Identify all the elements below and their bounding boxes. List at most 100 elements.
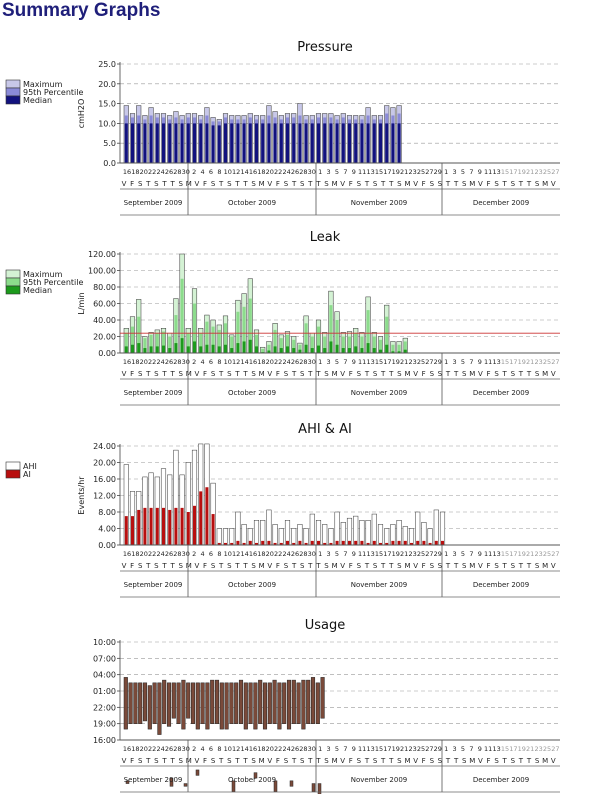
bar [335, 540, 339, 545]
x-tick-label: S [178, 757, 183, 765]
x-tick-label: T [145, 180, 151, 188]
x-tick-label: S [511, 180, 516, 188]
x-tick-label: S [227, 562, 232, 570]
bar [143, 348, 147, 353]
x-tick-label: 11 [484, 358, 492, 366]
x-tick-label: 15 [501, 745, 509, 753]
bar [341, 123, 345, 163]
x-tick-label: 28 [173, 745, 181, 753]
x-tick-label: 2 [192, 168, 196, 176]
x-tick-label: 7 [469, 550, 473, 558]
bar [391, 344, 395, 353]
bar [236, 123, 240, 163]
x-tick-label: V [413, 370, 418, 378]
legend-swatch [5, 87, 21, 97]
bar [267, 123, 271, 163]
x-tick-label: T [502, 370, 508, 378]
x-tick-label: 15 [375, 745, 383, 753]
month-label: September 2009 [124, 389, 183, 397]
x-tick-label: T [161, 757, 167, 765]
x-tick-label: 28 [299, 745, 307, 753]
bar [230, 348, 234, 353]
bar [168, 336, 172, 353]
x-tick-label: 23 [408, 168, 416, 176]
x-tick-label: S [397, 757, 402, 765]
chart-title: AHI & AI [298, 422, 352, 437]
usage-bar [123, 677, 128, 730]
x-tick-label: 5 [461, 168, 465, 176]
usage-bar [262, 682, 268, 730]
bar [391, 351, 395, 353]
x-tick-label: 13 [366, 168, 374, 176]
bar [131, 123, 134, 163]
bar [310, 336, 314, 353]
bar [168, 123, 172, 163]
bar [217, 346, 221, 353]
x-tick-label: 21 [526, 745, 534, 753]
x-tick-label: F [130, 370, 134, 378]
x-tick-label: V [195, 562, 200, 570]
bar [298, 123, 302, 163]
bar [415, 511, 421, 546]
x-tick-label: 6 [209, 550, 213, 558]
x-tick-label: V [267, 370, 272, 378]
x-tick-label: S [251, 757, 256, 765]
month-label: October 2009 [228, 199, 276, 207]
x-tick-label: 20 [266, 358, 274, 366]
x-tick-label: S [430, 562, 435, 570]
x-tick-label: S [511, 562, 516, 570]
x-tick-label: F [130, 562, 134, 570]
bar [354, 346, 358, 353]
usage-bar [306, 679, 311, 724]
x-tick-label: 30 [182, 358, 190, 366]
usage-bar [142, 682, 148, 722]
x-tick-label: 22 [148, 745, 156, 753]
x-tick-label: S [154, 370, 159, 378]
x-tick-label: 1 [444, 550, 448, 558]
bar [408, 528, 415, 546]
legend-swatch [5, 95, 21, 105]
chart-title: Usage [305, 618, 346, 633]
x-tick-label: 1 [318, 358, 322, 366]
bar [403, 540, 407, 545]
x-tick-label: S [438, 562, 443, 570]
x-tick-label: M [186, 757, 192, 765]
bar [379, 339, 382, 353]
x-tick-label: 26 [165, 358, 173, 366]
x-tick-label: V [122, 180, 127, 188]
x-tick-label: 13 [492, 358, 500, 366]
bar [310, 348, 314, 353]
x-tick-label: S [373, 757, 378, 765]
x-tick-label: 6 [209, 168, 213, 176]
x-tick-label: S [494, 562, 499, 570]
usage-bar [190, 682, 196, 724]
x-tick-label: M [542, 757, 548, 765]
legend-label: Median [23, 96, 52, 105]
bar [341, 348, 345, 353]
x-tick-label: T [364, 562, 370, 570]
x-tick-label: 23 [534, 358, 542, 366]
x-tick-label: S [211, 562, 216, 570]
x-tick-label: 23 [408, 550, 416, 558]
bar [286, 334, 289, 353]
x-tick-label: 24 [156, 358, 164, 366]
x-tick-label: 16 [249, 168, 257, 176]
x-tick-label: 14 [240, 550, 248, 558]
x-tick-label: T [218, 370, 224, 378]
bar [193, 303, 196, 353]
bar [273, 542, 277, 545]
x-tick-label: F [349, 562, 353, 570]
x-tick-label: V [413, 180, 418, 188]
bar [403, 349, 407, 353]
bar [397, 344, 401, 353]
bar [317, 345, 320, 353]
bar [253, 520, 260, 546]
x-tick-label: 16 [249, 745, 257, 753]
x-tick-label: T [315, 562, 321, 570]
y-tick-label: 5.0 [103, 139, 116, 148]
bar [385, 542, 389, 545]
bar [323, 348, 327, 353]
x-tick-label: 19 [392, 358, 400, 366]
x-tick-label: T [307, 562, 313, 570]
x-tick-label: 17 [383, 168, 391, 176]
